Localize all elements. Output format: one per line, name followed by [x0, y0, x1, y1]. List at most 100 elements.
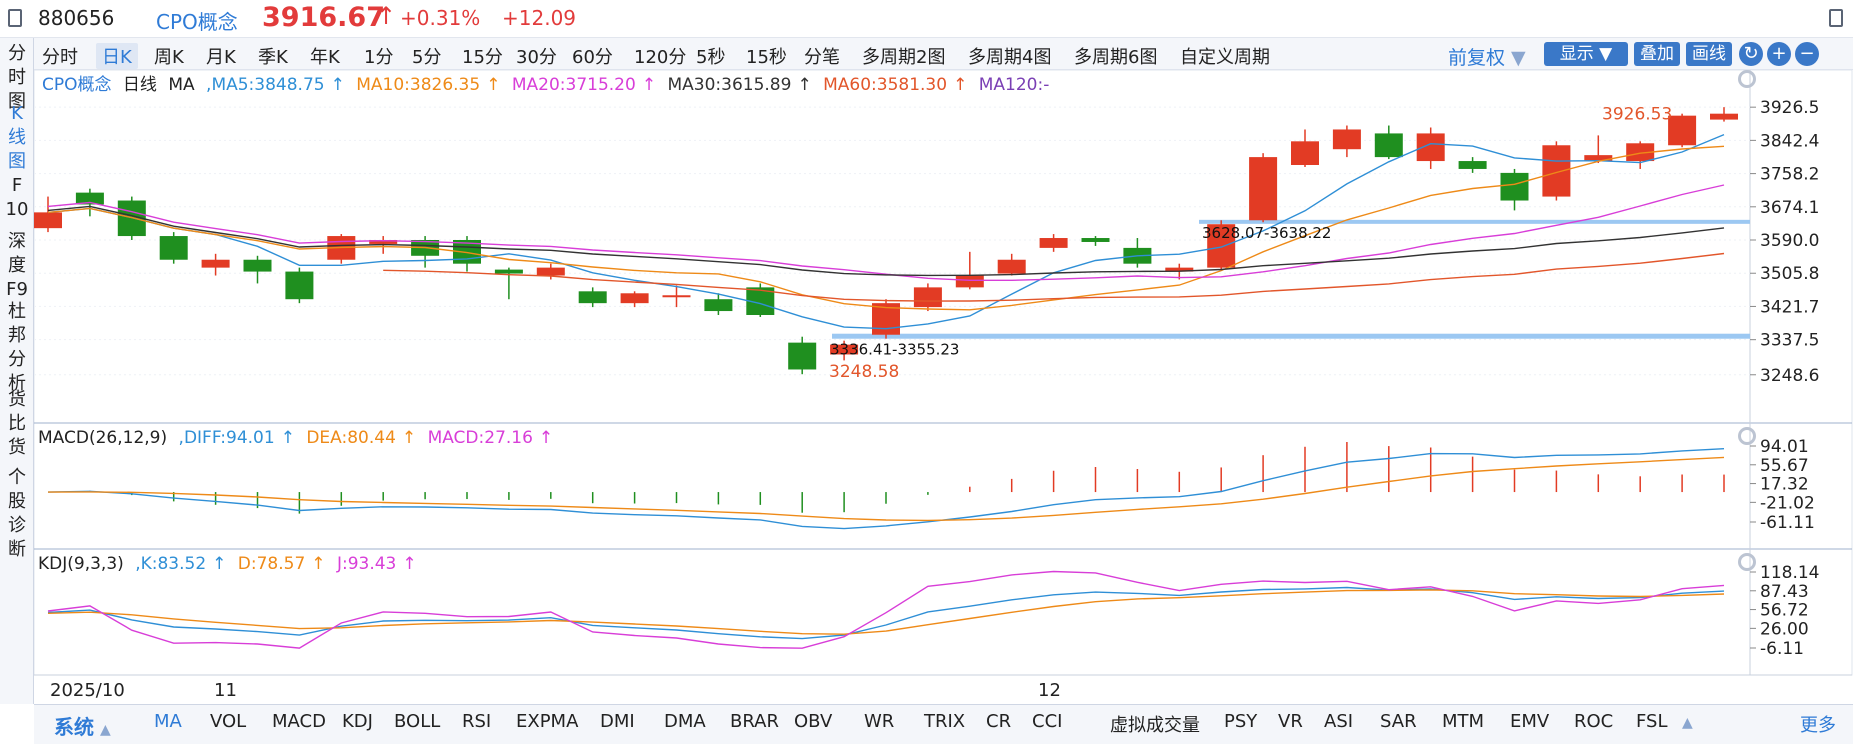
security-name[interactable]: CPO概念 [156, 10, 238, 34]
kdj-tick-label: 26.00 [1760, 619, 1809, 639]
indicator-tab-22[interactable]: ROC [1574, 711, 1614, 732]
system-tab[interactable]: 系统 ▲ [54, 715, 111, 739]
macd-tick-label: 94.01 [1760, 437, 1809, 457]
gap-band-lower [832, 333, 1750, 339]
restore-window-icon[interactable] [1829, 9, 1843, 27]
indicator-tab-21[interactable]: EMV [1510, 711, 1550, 732]
period-6[interactable]: 1分 [364, 47, 394, 68]
period-5[interactable]: 年K [310, 47, 340, 68]
window-icon[interactable] [8, 9, 22, 27]
period-0[interactable]: 分时 [42, 47, 78, 68]
candle-body [159, 236, 188, 260]
indicator-tab-6[interactable]: EXPMA [516, 711, 579, 732]
candle-body [243, 259, 272, 272]
fsl-up-icon[interactable]: ▲ [1682, 715, 1693, 731]
kline-chart[interactable]: 3926.5 3842.4 3758.2 3674.1 3590.0 3505.8 3421… [34, 70, 1853, 706]
candle-body [704, 299, 733, 312]
indicator-tab-13[interactable]: CR [986, 711, 1012, 732]
candle-body [1332, 129, 1361, 150]
price-tick-label: 3926.5 [1760, 98, 1819, 118]
price-tick-label: 3590.0 [1760, 231, 1819, 251]
x-label-start: 2025/10 [50, 680, 125, 701]
indicator-tab-18[interactable]: ASI [1324, 711, 1354, 732]
period-1[interactable]: 日K [96, 43, 138, 69]
period-8[interactable]: 15分 [462, 47, 503, 68]
indicator-tab-10[interactable]: OBV [794, 711, 833, 732]
period-13[interactable]: 15秒 [746, 47, 787, 68]
macd-legend: MACD(26,12,9) ,DIFF:94.01 ↑ DEA:80.44 ↑ MA… [38, 428, 559, 448]
indicator-tab-3[interactable]: KDJ [342, 711, 373, 732]
dea-line [47, 456, 1725, 522]
indicator-tab-1[interactable]: VOL [210, 711, 247, 732]
period-2[interactable]: 周K [154, 47, 184, 68]
kdj-settings-icon[interactable] [1738, 553, 1756, 571]
adjust-dropdown[interactable]: 前复权 ▼ [1448, 47, 1526, 69]
indicator-tab-7[interactable]: DMI [600, 711, 635, 732]
indicator-tab-4[interactable]: BOLL [394, 711, 441, 732]
candle-body [1039, 238, 1068, 248]
display-button[interactable]: 显示 ▼ [1544, 42, 1628, 66]
indicator-tab-2[interactable]: MACD [272, 711, 326, 732]
left-tab-3[interactable]: 深 度 F9 [6, 231, 28, 300]
indicator-tabs: 系统 ▲ MA VOL MACD KDJ BOLL RSI EXPMA DMI DMA BRAR OB… [34, 704, 1853, 744]
period-4[interactable]: 季K [258, 47, 288, 68]
period-14[interactable]: 分笔 [804, 47, 840, 68]
candle-body [1668, 115, 1697, 146]
ma10-line [47, 145, 1725, 311]
left-tab-6[interactable]: 个 股 诊 断 [8, 467, 26, 560]
indicator-tab-11[interactable]: WR [864, 711, 895, 732]
period-17[interactable]: 多周期6图 [1074, 47, 1158, 68]
kdj-legend: KDJ(9,3,3) ,K:83.52 ↑ D:78.57 ↑ J:93.43 ↑ [38, 554, 423, 574]
indicator-tab-14[interactable]: CCI [1032, 711, 1063, 732]
legend-name: CPO概念 [42, 75, 112, 95]
price-tick-label: 3842.4 [1760, 131, 1819, 151]
period-7[interactable]: 5分 [412, 47, 442, 68]
candle-body [1500, 172, 1529, 201]
period-3[interactable]: 月K [206, 47, 236, 68]
indicator-tab-9[interactable]: BRAR [730, 711, 779, 732]
indicator-tab-5[interactable]: RSI [462, 711, 492, 732]
indicator-tab-8[interactable]: DMA [664, 711, 706, 732]
legend-ma10: MA10:3826.35 ↑ [356, 75, 501, 95]
overlay-button[interactable]: 叠加 [1634, 42, 1680, 66]
left-tab-5[interactable]: 货 比 货 [8, 389, 26, 458]
left-tab-0[interactable]: 分 时 图 [8, 43, 26, 112]
chart-canvas[interactable]: 3926.5 3842.4 3758.2 3674.1 3590.0 3505.8 3421… [34, 70, 1853, 704]
period-18[interactable]: 自定义周期 [1180, 47, 1270, 68]
price-tick-label: 3505.8 [1760, 264, 1819, 284]
left-tab-4[interactable]: 杜 邦 分 析 [8, 301, 26, 394]
period-16[interactable]: 多周期4图 [968, 47, 1052, 68]
period-10[interactable]: 60分 [572, 47, 613, 68]
gap-lower-label: 3336.41-3355.23 [830, 341, 959, 359]
candle-body [955, 275, 984, 288]
candle-body [1081, 238, 1110, 242]
left-tab-2[interactable]: F 10 [5, 175, 29, 220]
indicator-tab-20[interactable]: MTM [1442, 711, 1485, 732]
indicator-tab-17[interactable]: VR [1278, 711, 1303, 732]
period-9[interactable]: 30分 [516, 47, 557, 68]
indicator-tab-12[interactable]: TRIX [924, 711, 966, 732]
candle-body [620, 293, 649, 304]
zoom-out-icon[interactable]: − [1795, 42, 1819, 66]
indicator-tab-23[interactable]: FSL [1636, 711, 1668, 732]
indicator-tab-15[interactable]: 虚拟成交量 [1110, 715, 1200, 736]
x-label-nov: 11 [214, 680, 237, 701]
period-11[interactable]: 120分 [634, 47, 687, 68]
indicator-tab-0[interactable]: MA [154, 711, 182, 732]
candle-body [1710, 113, 1738, 120]
reset-icon[interactable]: ↻ [1739, 42, 1763, 66]
main-settings-icon[interactable] [1738, 70, 1756, 88]
more-tab[interactable]: 更多 [1800, 715, 1836, 736]
legend-ma5: ,MA5:3848.75 ↑ [206, 75, 345, 95]
left-tab-1[interactable]: K 线 图 [8, 103, 26, 172]
security-code: 880656 [38, 6, 115, 30]
zoom-in-icon[interactable]: + [1767, 42, 1791, 66]
indicator-tab-16[interactable]: PSY [1224, 711, 1258, 732]
macd-settings-icon[interactable] [1738, 427, 1756, 445]
period-15[interactable]: 多周期2图 [862, 47, 946, 68]
indicator-tab-19[interactable]: SAR [1380, 711, 1417, 732]
period-12[interactable]: 5秒 [696, 47, 726, 68]
legend-ma20: MA20:3715.20 ↑ [511, 75, 657, 95]
draw-line-button[interactable]: 画线 [1686, 42, 1732, 66]
candle-body [997, 259, 1026, 274]
